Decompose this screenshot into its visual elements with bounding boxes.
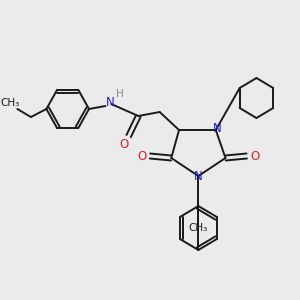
Text: N: N <box>106 95 115 109</box>
Text: N: N <box>212 122 221 136</box>
Text: O: O <box>250 149 259 163</box>
Text: CH₃: CH₃ <box>189 223 208 233</box>
Text: CH₃: CH₃ <box>0 98 19 108</box>
Text: N: N <box>194 170 203 184</box>
Text: O: O <box>119 137 128 151</box>
Text: H: H <box>116 89 124 99</box>
Text: O: O <box>138 149 147 163</box>
